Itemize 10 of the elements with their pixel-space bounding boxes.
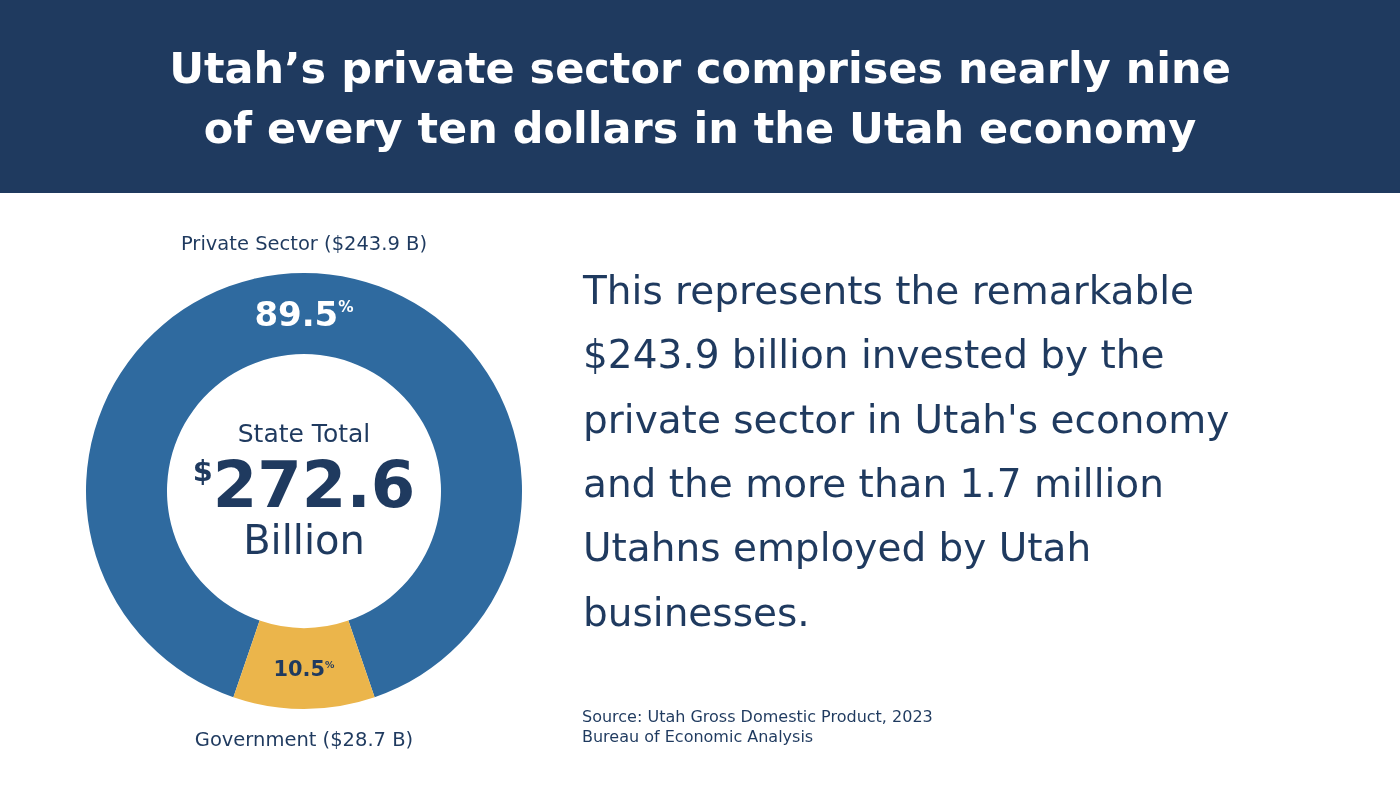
text: This represents the remarkable $243.9 billion invested by the private sector in Utah's economy and the more than 1.7 million Utahns employed by Utah businesses. [582,268,1230,635]
data-label: 89.5$^{%}$ [254,293,354,334]
source-note: Source: Utah Gross Domestic Product, 2023 Bureau of Economic Analysis [582,706,933,746]
text: Utah’s private sector comprises nearly nine of every ten dollars in the Utah economy [169,43,1231,154]
slice-label: Private Sector ($243.9 B) [180,232,428,256]
text: State Total [237,419,371,448]
slice-label: Government ($28.7 B) [194,728,414,752]
data-label: 10.5$^{%}$ [273,657,336,682]
donut-slice [233,620,375,709]
donut-slice [86,273,522,698]
